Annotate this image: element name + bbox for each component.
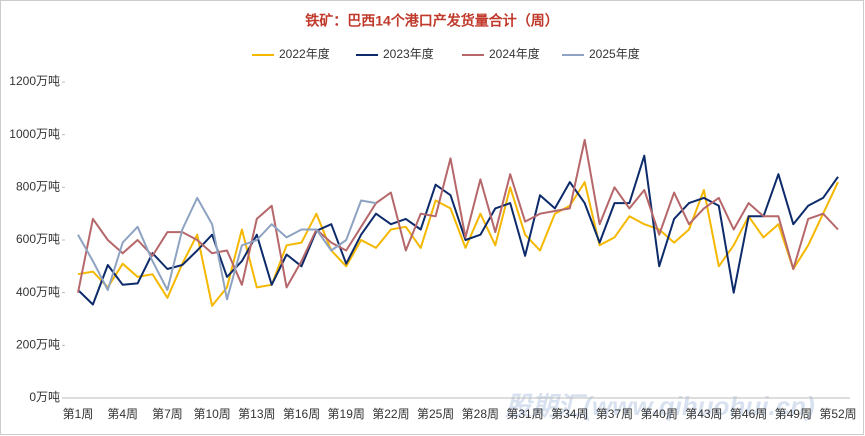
chart-title: 铁矿：巴西14个港口产发货量合计（周） bbox=[305, 13, 559, 29]
x-tick-label: 第7周 bbox=[152, 407, 183, 421]
y-tick-label: 1000万吨 bbox=[9, 127, 60, 141]
x-tick-label: 第16周 bbox=[283, 407, 320, 421]
y-tick-label: 200万吨 bbox=[16, 338, 60, 352]
y-tick-label: 1200万吨 bbox=[9, 74, 60, 88]
x-tick-label: 第4周 bbox=[107, 407, 138, 421]
legend-label: 2025年度 bbox=[589, 46, 640, 61]
x-tick-label: 第22周 bbox=[372, 407, 409, 421]
x-tick-label: 第34周 bbox=[551, 407, 588, 421]
x-tick-label: 第1周 bbox=[63, 407, 94, 421]
series-line bbox=[77, 154, 839, 306]
y-tick-label: 0万吨 bbox=[29, 390, 60, 404]
x-tick-label: 第46周 bbox=[730, 407, 767, 421]
x-tick-label: 第25周 bbox=[417, 407, 454, 421]
x-tick-label: 第37周 bbox=[596, 407, 633, 421]
series-line bbox=[77, 196, 377, 301]
y-tick-label: 400万吨 bbox=[16, 285, 60, 299]
x-tick-label: 第43周 bbox=[685, 407, 722, 421]
watermark: 股期汇(www.qihuohui.cn) bbox=[504, 391, 815, 421]
series-line bbox=[77, 181, 839, 307]
x-tick-label: 第28周 bbox=[462, 407, 499, 421]
x-tick-label: 第31周 bbox=[506, 407, 543, 421]
x-tick-label: 第13周 bbox=[238, 407, 275, 421]
legend-label: 2024年度 bbox=[489, 46, 540, 61]
series-line bbox=[77, 138, 839, 293]
x-tick-label: 第49周 bbox=[775, 407, 812, 421]
legend-label: 2023年度 bbox=[383, 46, 434, 61]
legend-label: 2022年度 bbox=[279, 46, 330, 61]
x-tick-label: 第19周 bbox=[328, 407, 365, 421]
x-tick-label: 第10周 bbox=[193, 407, 230, 421]
x-tick-label: 第40周 bbox=[640, 407, 677, 421]
y-tick-label: 600万吨 bbox=[16, 232, 60, 246]
y-tick-label: 800万吨 bbox=[16, 180, 60, 194]
x-tick-label: 第52周 bbox=[819, 407, 856, 421]
